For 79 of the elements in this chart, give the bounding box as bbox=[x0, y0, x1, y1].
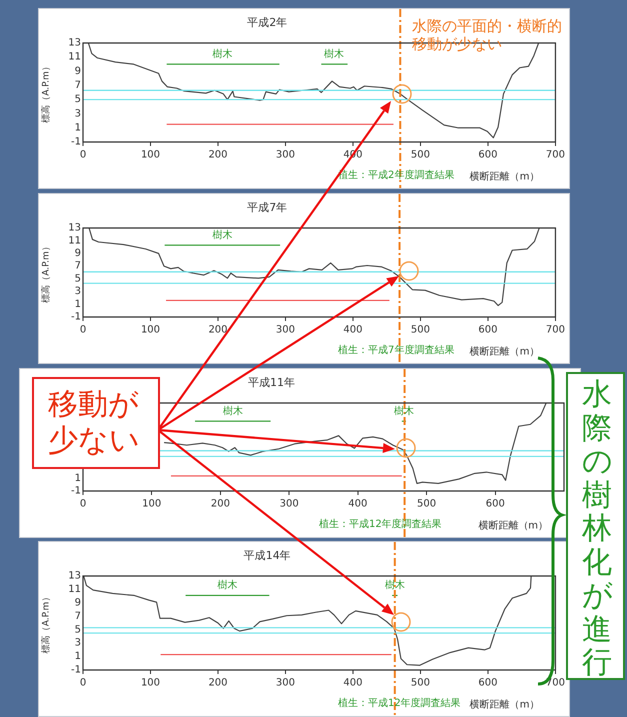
y-axis-title: 標高（A.P.m） bbox=[40, 62, 52, 123]
x-tick-label: 0 bbox=[80, 150, 86, 161]
annotation: 樹木 bbox=[394, 404, 414, 417]
x-axis-title: 横断距離（m） bbox=[470, 170, 540, 183]
x-tick-label: 700 bbox=[546, 678, 566, 689]
y-tick-label: -1 bbox=[71, 312, 81, 323]
chart-title: 平成11年 bbox=[248, 376, 295, 389]
x-tick-label: 200 bbox=[208, 324, 228, 336]
x-tick-label: 600 bbox=[478, 678, 498, 689]
y-tick-label: 13 bbox=[68, 38, 81, 49]
chart-title: 平成2年 bbox=[247, 16, 288, 29]
y-tick-label: -1 bbox=[71, 486, 81, 497]
annotation: 樹木 bbox=[324, 48, 344, 60]
annotation: 樹木 bbox=[384, 579, 405, 592]
y-tick-label: 3 bbox=[74, 638, 81, 649]
x-tick-label: 600 bbox=[486, 498, 505, 510]
y-tick-label: 13 bbox=[68, 570, 81, 582]
x-tick-label: 100 bbox=[142, 498, 162, 510]
x-axis-title: 横断距離（m） bbox=[470, 698, 540, 711]
x-tick-label: 700 bbox=[546, 150, 566, 161]
y-tick-label: 1 bbox=[74, 651, 81, 662]
y-tick-label: 7 bbox=[74, 80, 81, 92]
y-tick-label: 9 bbox=[74, 597, 81, 608]
x-tick-label: 600 bbox=[478, 150, 498, 161]
x-tick-label: 300 bbox=[276, 150, 296, 161]
x-tick-label: 200 bbox=[208, 150, 228, 161]
x-tick-label: 100 bbox=[140, 324, 160, 336]
y-tick-label: 5 bbox=[74, 273, 81, 284]
y-tick-label: 1 bbox=[74, 298, 81, 310]
y-tick-label: 1 bbox=[74, 122, 81, 134]
x-tick-label: 500 bbox=[410, 150, 430, 161]
x-tick-label: 600 bbox=[478, 324, 498, 336]
y-tick-label: 3 bbox=[74, 108, 81, 120]
y-tick-label: 11 bbox=[68, 235, 81, 246]
x-tick-label: 700 bbox=[546, 324, 566, 336]
x-tick-label: 0 bbox=[80, 324, 86, 336]
y-tick-label: 13 bbox=[68, 222, 81, 234]
y-tick-label: -1 bbox=[71, 664, 81, 676]
y-axis-title: 標高（A.P.m） bbox=[40, 242, 52, 303]
x-tick-label: 500 bbox=[417, 498, 436, 510]
x-axis-title: 横断距離（m） bbox=[470, 346, 540, 358]
y-tick-label: 9 bbox=[74, 248, 81, 260]
x-tick-label: 0 bbox=[80, 678, 86, 689]
annotation: 樹木 bbox=[222, 404, 243, 417]
x-axis-title: 横断距離（m） bbox=[478, 520, 548, 532]
y-tick-label: 3 bbox=[74, 286, 81, 298]
x-tick-label: 0 bbox=[80, 498, 86, 510]
chart-title: 平成7年 bbox=[247, 200, 288, 214]
y-tick-label: -1 bbox=[71, 136, 81, 148]
x-tick-label: 300 bbox=[276, 678, 296, 689]
y-tick-label: 7 bbox=[74, 260, 81, 272]
y-tick-label: 9 bbox=[74, 66, 81, 77]
y-tick-label: 5 bbox=[74, 624, 81, 636]
y-tick-label: 5 bbox=[74, 94, 81, 106]
y-axis-title: 標高（A.P.m） bbox=[40, 592, 52, 654]
x-tick-label: 500 bbox=[410, 324, 430, 336]
x-tick-label: 200 bbox=[208, 678, 228, 689]
text: 植生：平成12年度調査結果 bbox=[338, 696, 461, 710]
y-tick-label: 11 bbox=[68, 52, 81, 63]
y-tick-label: 11 bbox=[68, 584, 81, 596]
annotation: 樹木 bbox=[217, 579, 238, 592]
chart-title: 平成14年 bbox=[244, 548, 291, 562]
x-tick-label: 500 bbox=[410, 678, 430, 689]
x-tick-label: 300 bbox=[276, 324, 296, 336]
x-tick-label: 400 bbox=[343, 678, 363, 689]
annotation: 移動が少ない bbox=[32, 377, 160, 469]
annotation: 樹木 bbox=[212, 228, 233, 241]
x-tick-label: 100 bbox=[140, 150, 160, 161]
x-tick-label: 200 bbox=[210, 498, 230, 510]
y-tick-label: 1 bbox=[74, 473, 81, 484]
text: 植生：平成7年度調査結果 bbox=[338, 344, 454, 357]
x-tick-label: 400 bbox=[343, 324, 363, 336]
x-tick-label: 400 bbox=[348, 498, 368, 510]
text: 水際の樹林化が進行 bbox=[582, 377, 613, 680]
annotation: 樹木 bbox=[212, 48, 233, 60]
text: 植生：平成12年度調査結果 bbox=[319, 518, 442, 531]
x-tick-label: 300 bbox=[280, 498, 299, 510]
y-tick-label: 7 bbox=[74, 610, 81, 622]
x-tick-label: 100 bbox=[140, 678, 160, 689]
